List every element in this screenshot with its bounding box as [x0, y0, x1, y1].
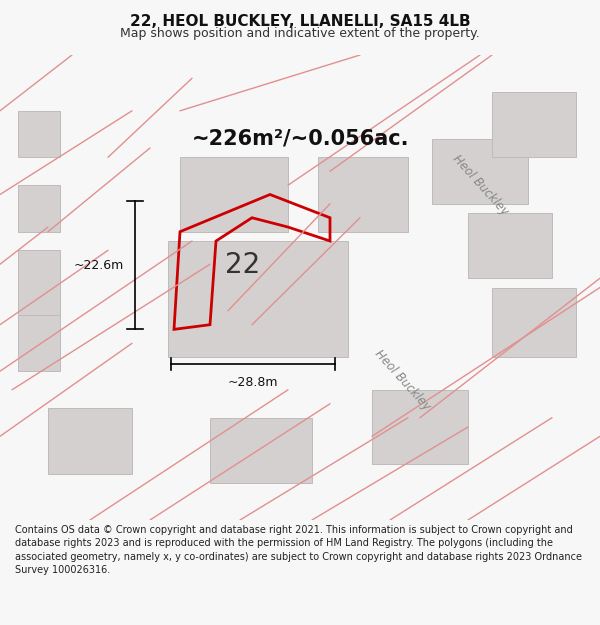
Polygon shape	[492, 288, 576, 357]
Text: ~226m²/~0.056ac.: ~226m²/~0.056ac.	[191, 129, 409, 149]
Text: ~22.6m: ~22.6m	[74, 259, 124, 272]
Polygon shape	[180, 158, 288, 232]
Text: Heol Buckley: Heol Buckley	[371, 348, 433, 413]
Polygon shape	[432, 139, 528, 204]
Polygon shape	[18, 185, 60, 232]
Polygon shape	[210, 418, 312, 482]
Polygon shape	[18, 111, 60, 158]
Polygon shape	[18, 316, 60, 371]
Text: Contains OS data © Crown copyright and database right 2021. This information is : Contains OS data © Crown copyright and d…	[15, 525, 582, 575]
Polygon shape	[372, 390, 468, 464]
Polygon shape	[318, 158, 408, 232]
Polygon shape	[168, 241, 348, 358]
Text: 22, HEOL BUCKLEY, LLANELLI, SA15 4LB: 22, HEOL BUCKLEY, LLANELLI, SA15 4LB	[130, 14, 470, 29]
Text: Map shows position and indicative extent of the property.: Map shows position and indicative extent…	[120, 27, 480, 39]
Polygon shape	[492, 92, 576, 158]
Text: 22: 22	[225, 251, 260, 279]
Polygon shape	[468, 213, 552, 278]
Polygon shape	[18, 250, 60, 316]
Text: Heol Buckley: Heol Buckley	[449, 152, 511, 218]
Text: ~28.8m: ~28.8m	[227, 376, 278, 389]
Polygon shape	[48, 408, 132, 474]
